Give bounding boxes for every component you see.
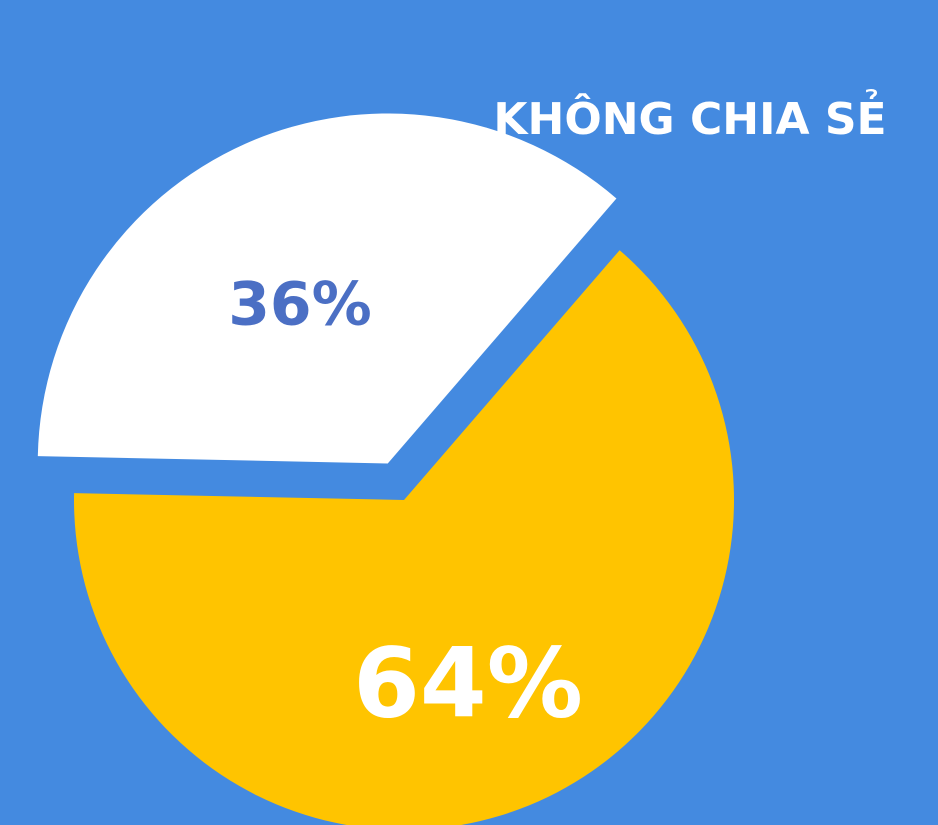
pie: [37, 113, 734, 825]
pie-slice: [74, 250, 734, 825]
annotation: KHÔNG CHIA SẺ: [493, 88, 886, 145]
value-label: 36%: [228, 270, 372, 340]
pie-slice: [37, 113, 617, 464]
value-label: 64%: [353, 627, 583, 739]
